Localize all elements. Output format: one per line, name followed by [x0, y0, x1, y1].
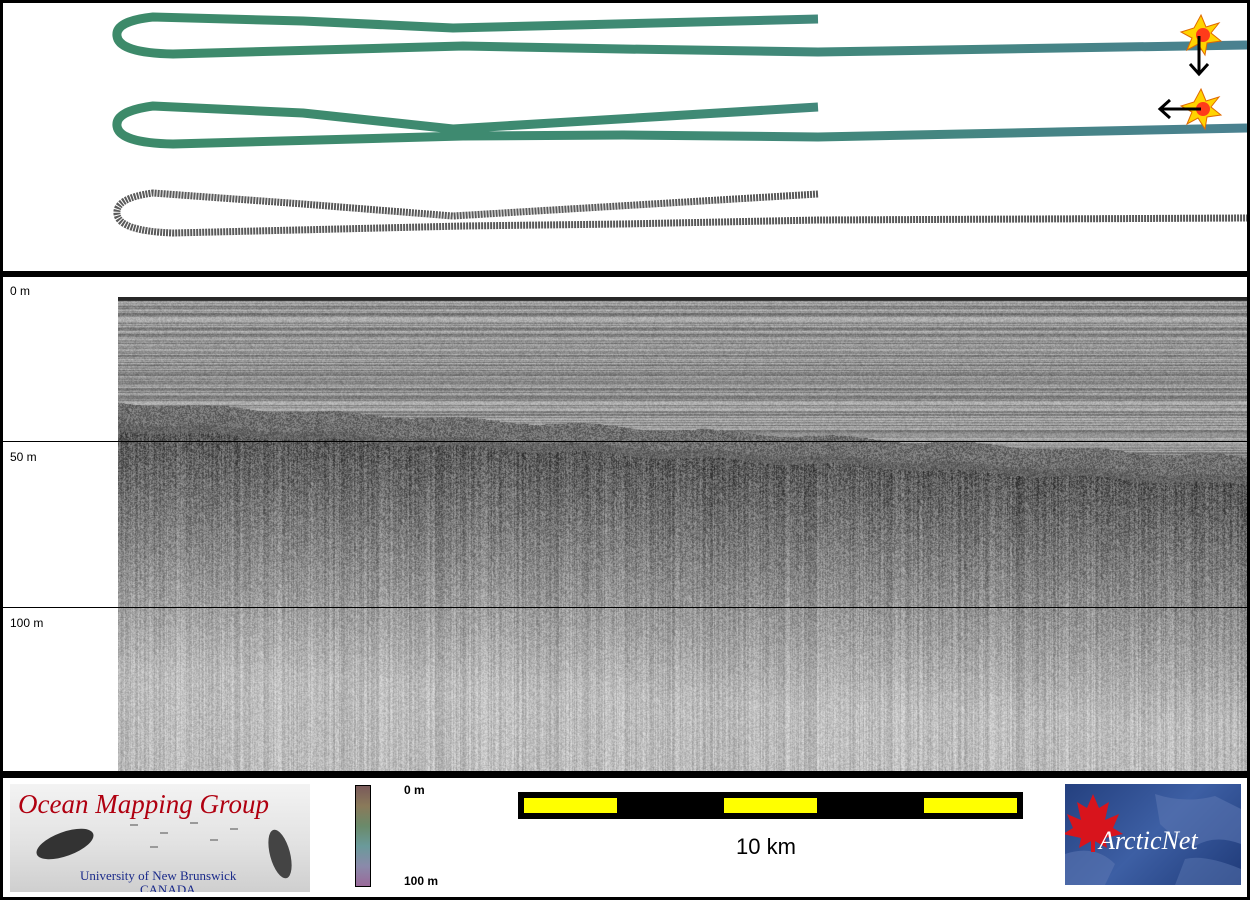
subbottom-profile-panel: 0 m 50 m 100 m	[3, 277, 1247, 771]
depth-label-100: 100 m	[10, 616, 44, 630]
depth-colorbar	[355, 785, 371, 887]
swath-track-1	[112, 12, 1247, 59]
colorbar-top-label: 0 m	[404, 783, 425, 797]
scale-bar	[518, 792, 1023, 819]
arrow-left-icon	[1157, 98, 1201, 120]
scale-bar-label: 10 km	[736, 834, 796, 859]
swath-tracks-panel	[3, 3, 1247, 271]
omg-logo-country: CANADA	[140, 882, 196, 892]
footer-panel: Ocean Mapping Group University of New Br…	[3, 778, 1247, 897]
swath-track-2	[112, 101, 1247, 149]
depth-gridline-50	[3, 441, 1247, 442]
arcticnet-logo: ArcticNet	[1065, 784, 1241, 885]
arrow-down-icon	[1188, 36, 1210, 77]
swath-track-3	[113, 189, 1247, 237]
ocean-mapping-group-logo: Ocean Mapping Group University of New Br…	[10, 784, 310, 892]
arcticnet-map-graphic	[1065, 794, 1241, 885]
colorbar-bottom-label: 100 m	[404, 874, 439, 888]
omg-logo-graphic	[36, 822, 292, 879]
maple-leaf-icon	[1065, 794, 1123, 852]
depth-gridline-100	[3, 607, 1247, 608]
depth-label-0: 0 m	[10, 284, 31, 298]
omg-logo-university: University of New Brunswick	[80, 868, 237, 883]
omg-logo-title: Ocean Mapping Group	[18, 789, 269, 819]
echogram-image	[118, 297, 1247, 771]
depth-label-50: 50 m	[10, 450, 37, 464]
swath-tracks-svg	[112, 12, 1247, 237]
arcticnet-logo-text: ArcticNet	[1099, 826, 1198, 855]
